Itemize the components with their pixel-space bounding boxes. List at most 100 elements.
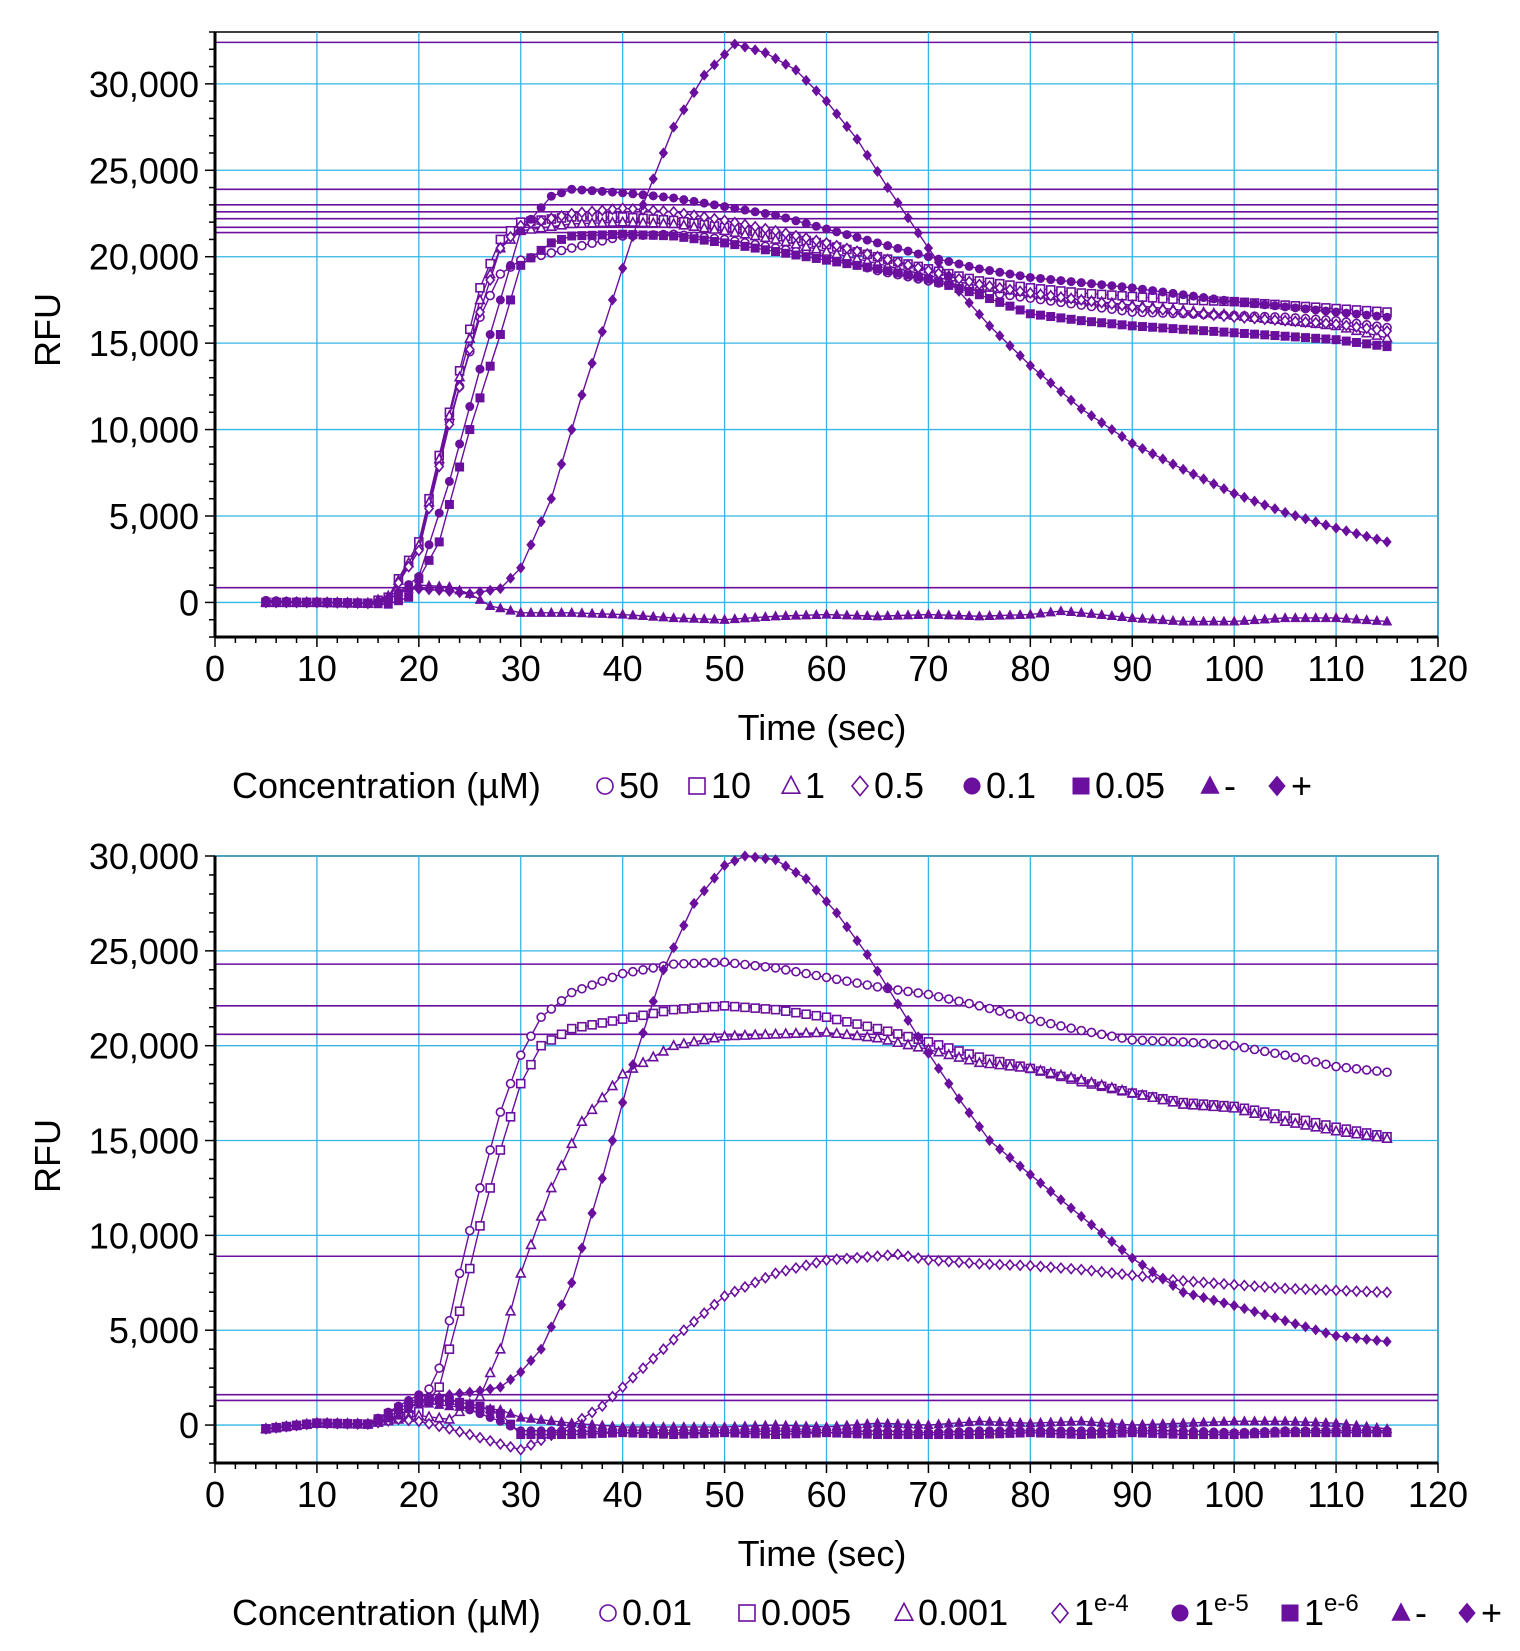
chart-top-data-point bbox=[781, 248, 791, 258]
chart-bottom-data-point bbox=[1361, 1285, 1372, 1298]
chart-top-data-point bbox=[1056, 276, 1066, 286]
chart-bottom-data-point bbox=[1127, 1269, 1138, 1282]
chart-bottom-data-point bbox=[505, 1373, 516, 1386]
chart-bottom-data-point bbox=[383, 1410, 393, 1422]
chart-bottom-data-point bbox=[414, 1396, 424, 1408]
chart-top-data-point bbox=[332, 597, 342, 609]
chart-bottom-data-point bbox=[546, 1321, 556, 1333]
chart-top-data-point bbox=[923, 242, 934, 254]
chart-bottom-data-point bbox=[719, 1421, 730, 1432]
chart-bottom-data-point bbox=[1025, 1014, 1036, 1024]
chart-top-legend-entry-10: 10 bbox=[688, 765, 751, 806]
chart-bottom-data-point bbox=[464, 1401, 476, 1412]
chart-top-data-point bbox=[780, 227, 791, 240]
chart-bottom-data-point bbox=[1229, 1040, 1239, 1051]
chart-bottom-data-point bbox=[953, 1050, 965, 1062]
chart-bottom-data-point bbox=[393, 1406, 404, 1418]
chart-bottom-data-point bbox=[872, 1417, 883, 1428]
chart-bottom-data-point bbox=[434, 1420, 445, 1433]
chart-bottom-data-point bbox=[679, 1004, 689, 1014]
chart-bottom-data-point bbox=[1290, 1318, 1300, 1330]
chart-top-data-point bbox=[1127, 283, 1137, 293]
chart-bottom-data-point bbox=[1147, 1266, 1158, 1278]
chart-top-data-point bbox=[709, 59, 720, 71]
chart-top-data-point bbox=[546, 238, 556, 248]
chart-top-data-point bbox=[648, 204, 659, 217]
chart-top-legend-marker bbox=[596, 777, 614, 795]
chart-bottom-data-point bbox=[760, 1419, 771, 1430]
chart-top-data-point bbox=[618, 229, 628, 239]
chart-top-y-tick-label: 5,000 bbox=[109, 496, 199, 537]
chart-bottom-data-point bbox=[1239, 1415, 1250, 1426]
chart-top-data-point bbox=[1362, 530, 1372, 542]
chart-bottom-data-point bbox=[597, 976, 608, 986]
chart-top-data-point bbox=[944, 280, 954, 290]
chart-top-data-point bbox=[862, 610, 873, 621]
chart-top-data-point bbox=[1362, 310, 1372, 320]
chart-top-data-point bbox=[1320, 612, 1332, 623]
chart-top-data-point bbox=[474, 593, 486, 604]
chart-top-data-point bbox=[657, 217, 670, 228]
chart-top-data-point bbox=[1270, 301, 1280, 311]
chart-top-data-point bbox=[516, 562, 526, 574]
chart-top-data-point bbox=[1056, 385, 1066, 398]
chart-bottom-data-point bbox=[771, 1430, 781, 1440]
chart-top-data-point bbox=[506, 295, 516, 305]
chart-top-data-point bbox=[586, 607, 598, 618]
chart-bottom-data-point bbox=[800, 1026, 812, 1038]
chart-top-data-point bbox=[526, 214, 536, 224]
chart-top-data-point bbox=[699, 69, 709, 81]
chart-bottom-data-point bbox=[607, 1016, 618, 1026]
chart-bottom-data-point bbox=[1280, 1282, 1291, 1295]
chart-bottom-data-point bbox=[933, 1254, 944, 1267]
chart-bottom-data-point bbox=[464, 1428, 475, 1441]
chart-top-data-point bbox=[1127, 321, 1137, 331]
chart-bottom-data-point bbox=[505, 1078, 516, 1089]
chart-bottom-data-point bbox=[759, 1028, 772, 1040]
chart-top-data-point bbox=[851, 609, 863, 620]
chart-top-data-point bbox=[933, 608, 944, 619]
chart-top-tick-labels: 0 10 20 30 40 50 60 70 80 90 100 110 120 0 5,000 10,000… bbox=[89, 64, 1468, 689]
chart-top-data-point bbox=[648, 191, 658, 201]
chart-top-data-point bbox=[749, 611, 761, 622]
chart-bottom-data-point bbox=[750, 960, 760, 971]
chart-bottom-data-point bbox=[1035, 1016, 1046, 1027]
chart-bottom-x-tick-label: 50 bbox=[705, 1474, 745, 1515]
chart-top-data-point bbox=[953, 609, 965, 620]
chart-bottom-data-point bbox=[1250, 1429, 1260, 1439]
chart-bottom-data-point bbox=[770, 1419, 781, 1430]
chart-top-data-point bbox=[1361, 614, 1372, 625]
chart-bottom-data-point bbox=[842, 1428, 852, 1438]
chart-top-data-point bbox=[628, 230, 638, 243]
chart-top-series-0.5 bbox=[260, 202, 1393, 610]
chart-bottom-data-point bbox=[985, 1429, 995, 1439]
chart-top-data-point bbox=[1117, 430, 1127, 443]
chart-top-data-point bbox=[577, 231, 587, 241]
chart-bottom-legend-entry--: - bbox=[1391, 1592, 1427, 1633]
chart-bottom-legend-marker bbox=[1281, 1604, 1299, 1622]
chart-top-data-point bbox=[545, 220, 558, 232]
chart-bottom-data-point bbox=[597, 1172, 607, 1185]
chart-top-data-point bbox=[689, 234, 699, 244]
chart-bottom-data-point bbox=[862, 1429, 872, 1439]
chart-bottom-data-point bbox=[1075, 1073, 1088, 1085]
chart-top-data-point bbox=[781, 58, 791, 70]
chart-top-data-point bbox=[801, 219, 811, 229]
chart-bottom-data-point bbox=[1362, 1333, 1372, 1345]
chart-bottom-data-point bbox=[1157, 1418, 1169, 1429]
chart-top-data-point bbox=[1066, 394, 1076, 406]
chart-bottom-data-point bbox=[932, 1045, 945, 1057]
chart-top-data-point bbox=[1086, 317, 1096, 327]
chart-bottom-data-point bbox=[1158, 1036, 1168, 1046]
chart-top-data-point bbox=[963, 610, 975, 621]
chart-bottom-data-point bbox=[363, 1418, 373, 1430]
chart-top-data-point bbox=[944, 271, 954, 283]
chart-top-data-point bbox=[1168, 324, 1178, 334]
chart-top-data-point bbox=[637, 216, 649, 228]
chart-bottom-data-point bbox=[556, 995, 567, 1006]
chart-bottom-data-point bbox=[506, 1419, 516, 1429]
chart-top-data-point bbox=[1137, 322, 1147, 332]
chart-top-data-point bbox=[832, 257, 842, 267]
chart-bottom-data-point bbox=[902, 1250, 914, 1263]
chart-top-data-point bbox=[556, 606, 567, 617]
